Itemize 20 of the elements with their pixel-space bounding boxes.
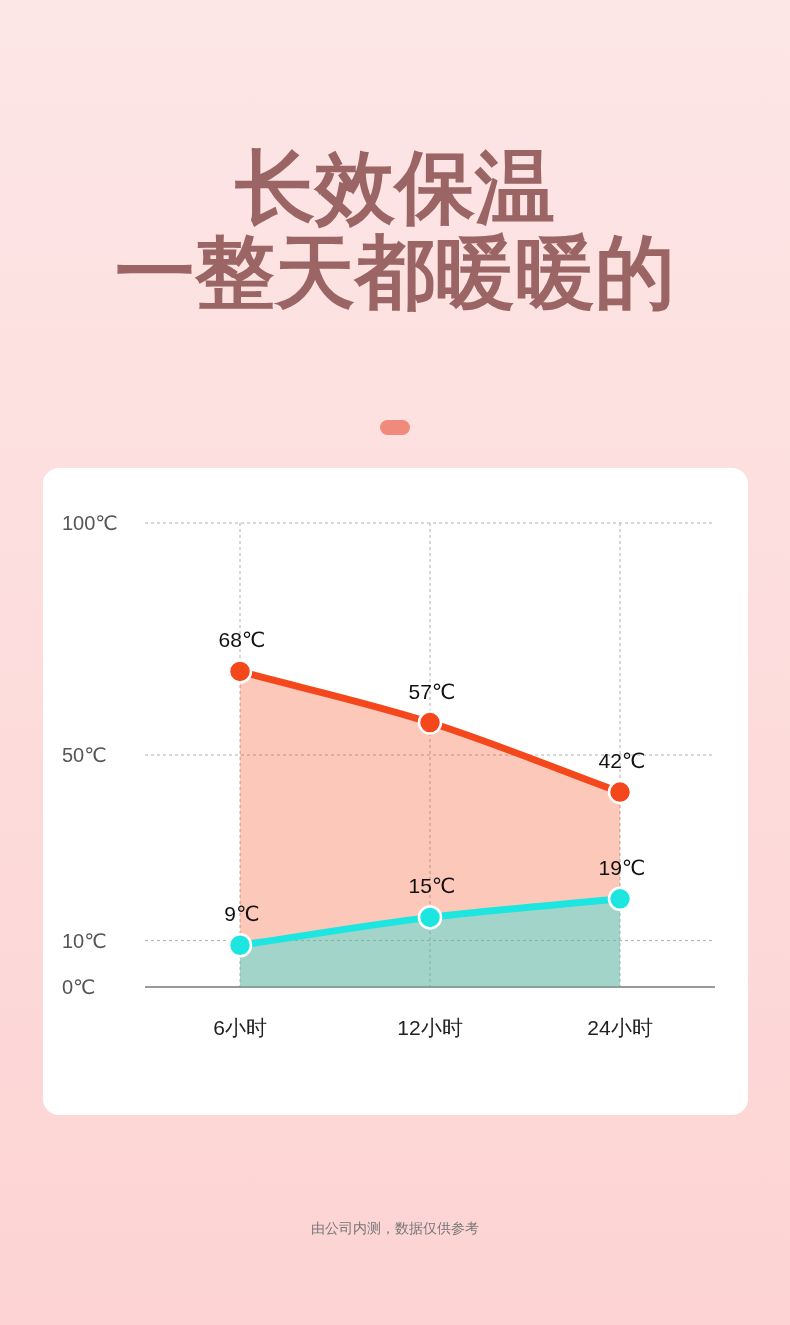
data-label: 15℃ <box>408 874 456 898</box>
data-label: 19℃ <box>598 855 646 879</box>
data-label: 42℃ <box>598 749 646 773</box>
text: 由公司内测，数据仅供参考 <box>311 1220 479 1236</box>
y-tick-label: 50℃ <box>62 744 107 766</box>
x-tick-label: 24小时 <box>587 1016 653 1039</box>
point <box>607 886 633 912</box>
data-label: 57℃ <box>408 679 456 703</box>
point <box>227 932 253 958</box>
y-tick-label: 0℃ <box>62 976 96 998</box>
x-tick-label: 6小时 <box>213 1016 267 1039</box>
point <box>417 905 443 930</box>
x-tick-label: 12小时 <box>397 1016 463 1039</box>
y-tick-label: 100℃ <box>62 512 118 534</box>
data-label: 9℃ <box>224 902 260 926</box>
point <box>607 779 633 805</box>
point <box>227 659 253 684</box>
data-label: 68℃ <box>218 628 266 652</box>
point <box>417 710 443 735</box>
y-tick-label: 10℃ <box>62 929 107 952</box>
